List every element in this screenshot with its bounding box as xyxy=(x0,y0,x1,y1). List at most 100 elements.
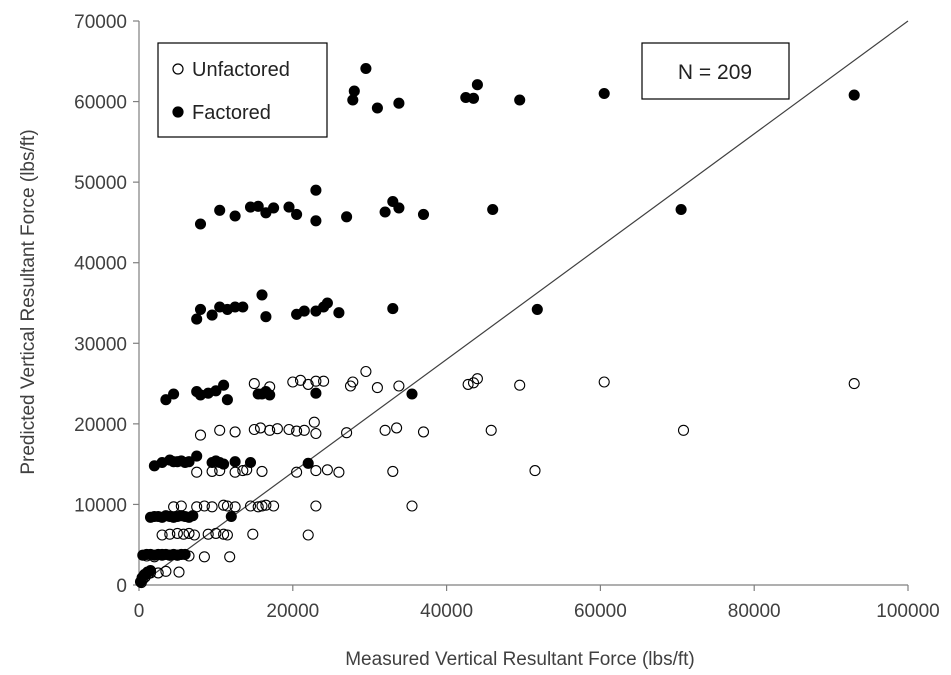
unfactored-point xyxy=(173,566,185,578)
unfactored-point xyxy=(302,378,314,390)
unfactored-point xyxy=(156,529,168,541)
sample-size-annotation: N = 209 xyxy=(641,42,790,100)
unfactored-point xyxy=(188,529,200,541)
factored-point xyxy=(387,303,399,315)
factored-point xyxy=(467,92,480,104)
unfactored-point xyxy=(391,422,403,434)
factored-point xyxy=(194,303,207,315)
factored-point xyxy=(393,97,405,109)
factored-point xyxy=(360,62,372,75)
unfactored-point xyxy=(677,424,690,436)
unfactored-point xyxy=(229,426,241,438)
x-axis-title: Measured Vertical Resultant Force (lbs/f… xyxy=(345,649,695,670)
unfactored-point xyxy=(598,376,610,388)
unfactored-point xyxy=(310,375,322,387)
factored-point xyxy=(264,389,276,401)
unfactored-point xyxy=(291,466,303,478)
factored-point xyxy=(310,387,322,399)
factored-point xyxy=(214,204,226,216)
unfactored-point xyxy=(183,527,195,539)
unfactored-point xyxy=(283,423,295,436)
unfactored-point xyxy=(310,465,322,477)
tick-labels: 0 10000 20000 30000 40000 50000 60000 70000 0 200… xyxy=(74,12,940,622)
legend-marker-factored xyxy=(172,106,184,118)
factored-point xyxy=(229,210,241,222)
factored-point xyxy=(487,203,499,216)
unfactored-point xyxy=(210,527,222,539)
factored-point xyxy=(256,289,268,301)
y-tick-label: 70000 xyxy=(74,12,127,33)
factored-point xyxy=(252,200,264,212)
legend: Unfactored Factored xyxy=(157,42,328,138)
factored-point xyxy=(244,456,257,469)
factored-point xyxy=(514,94,526,106)
legend-label-unfactored: Unfactored xyxy=(192,59,290,81)
factored-point xyxy=(194,218,207,230)
unfactored-point xyxy=(248,378,260,390)
factored-point xyxy=(348,85,360,97)
y-tick-label: 60000 xyxy=(74,93,127,114)
factored-point xyxy=(225,510,237,523)
unfactored-point xyxy=(221,500,233,512)
unfactored-point xyxy=(310,427,322,440)
data-points xyxy=(134,62,860,589)
unfactored-point xyxy=(256,500,268,512)
unfactored-point xyxy=(268,500,280,512)
unfactored-point xyxy=(393,380,405,392)
factored-point xyxy=(260,207,272,219)
factored-point xyxy=(848,89,860,101)
y-tick-label: 10000 xyxy=(74,495,127,516)
factored-point xyxy=(168,388,180,400)
unfactored-point xyxy=(221,529,233,541)
unfactored-point xyxy=(471,373,483,385)
unfactored-point xyxy=(164,528,176,540)
unfactored-point xyxy=(202,528,214,540)
factored-point xyxy=(218,458,230,470)
factored-point xyxy=(675,203,687,216)
factored-point xyxy=(417,208,430,220)
factored-point xyxy=(393,202,405,214)
unfactored-point xyxy=(347,376,359,388)
unfactored-point xyxy=(371,382,383,394)
x-tick-label: 0 xyxy=(134,601,145,622)
unfactored-point xyxy=(406,500,418,512)
y-tick-label: 20000 xyxy=(74,415,127,436)
unfactored-point xyxy=(191,466,203,478)
unfactored-point xyxy=(252,501,264,513)
x-tick-label: 60000 xyxy=(574,601,627,622)
unfactored-point xyxy=(514,379,526,391)
unfactored-point xyxy=(387,465,399,477)
unfactored-point xyxy=(341,427,353,439)
factored-point xyxy=(333,307,345,319)
unfactored-point xyxy=(379,424,391,436)
unfactored-point xyxy=(467,377,480,389)
unfactored-point xyxy=(198,551,210,563)
y-tick-label: 50000 xyxy=(74,173,127,194)
unfactored-point xyxy=(485,424,497,436)
y-tick-label: 0 xyxy=(116,576,127,597)
factored-point xyxy=(283,201,295,213)
unfactored-point xyxy=(318,375,330,387)
unfactored-point xyxy=(237,465,249,477)
unfactored-point xyxy=(298,424,310,436)
unfactored-point xyxy=(291,425,303,437)
x-tick-label: 20000 xyxy=(266,601,319,622)
factored-point xyxy=(598,87,610,100)
unfactored-point xyxy=(194,429,207,441)
factored-point xyxy=(183,456,195,468)
unfactored-point xyxy=(198,500,210,512)
unfactored-point xyxy=(287,376,299,388)
unfactored-point xyxy=(333,466,345,478)
unfactored-point xyxy=(260,499,272,511)
unfactored-point xyxy=(175,500,187,512)
unfactored-point xyxy=(248,423,260,436)
factored-point xyxy=(187,510,199,522)
x-tick-label: 80000 xyxy=(728,601,781,622)
unfactored-point xyxy=(462,378,474,390)
unfactored-point xyxy=(247,528,259,540)
unfactored-point xyxy=(218,499,230,511)
factored-point xyxy=(218,379,230,391)
legend-marker-unfactored xyxy=(172,63,184,75)
factored-point xyxy=(310,215,322,227)
unfactored-point xyxy=(244,500,257,512)
